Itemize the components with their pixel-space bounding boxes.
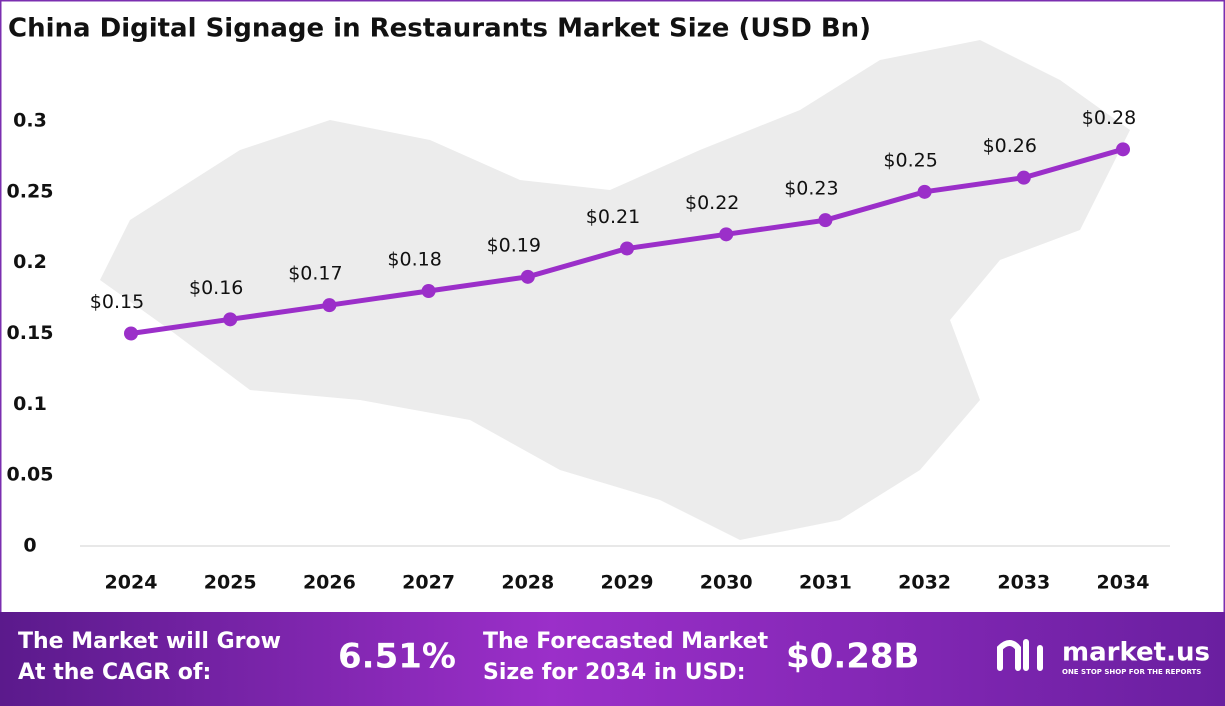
point [124,326,138,341]
y-tick-label: 0.05 [7,464,54,486]
y-tick-label: 0.3 [13,110,47,132]
map-background [100,40,1130,540]
point [1116,142,1130,157]
y-tick-label: 0.15 [7,322,54,344]
point [322,298,337,313]
x-tick-label: 2034 [1097,572,1150,594]
x-tick-label: 2033 [997,572,1050,594]
data-label: $0.25 [883,149,937,171]
chart-title: China Digital Signage in Restaurants Mar… [8,14,871,44]
data-label: $0.18 [387,249,441,271]
y-tick-label: 0.25 [7,180,54,202]
footer-value: 6.51% [338,637,456,677]
footer-text: The Forecasted Market [483,629,769,654]
data-label: $0.17 [288,263,342,285]
x-tick-label: 2024 [105,572,158,594]
point [719,227,734,242]
point [620,241,634,256]
data-label: $0.28 [1082,107,1136,129]
footer-text: At the CAGR of: [18,660,211,685]
x-tick-label: 2031 [799,572,852,594]
logo-text: market.us [1062,638,1210,668]
data-label: $0.21 [586,206,640,228]
point [1016,170,1031,185]
point [818,213,833,228]
data-label: $0.23 [784,178,838,200]
point [421,284,436,298]
point [520,269,535,284]
y-tick-label: 0.2 [13,251,47,273]
y-tick-label: 0.1 [13,393,47,415]
x-tick-label: 2029 [601,572,654,594]
data-label: $0.15 [90,291,144,313]
x-tick-label: 2027 [402,572,455,594]
footer-value: $0.28B [786,637,919,677]
data-label: $0.26 [983,135,1037,157]
x-tick-label: 2032 [898,572,951,594]
logo-tagline: ONE STOP SHOP FOR THE REPORTS [1062,668,1201,676]
x-tick-label: 2026 [303,572,356,594]
x-tick-label: 2030 [700,572,753,594]
footer-text: Size for 2034 in USD: [483,660,746,685]
y-tick-label: 0 [23,535,36,557]
point [223,312,238,327]
footer-text: The Market will Grow [18,629,281,654]
x-tick-label: 2025 [204,572,257,594]
x-tick-label: 2028 [501,572,554,594]
data-label: $0.22 [685,192,739,214]
data-label: $0.19 [487,234,541,256]
logo-icon [997,639,1043,671]
data-label: $0.16 [189,277,243,299]
point [917,184,932,199]
